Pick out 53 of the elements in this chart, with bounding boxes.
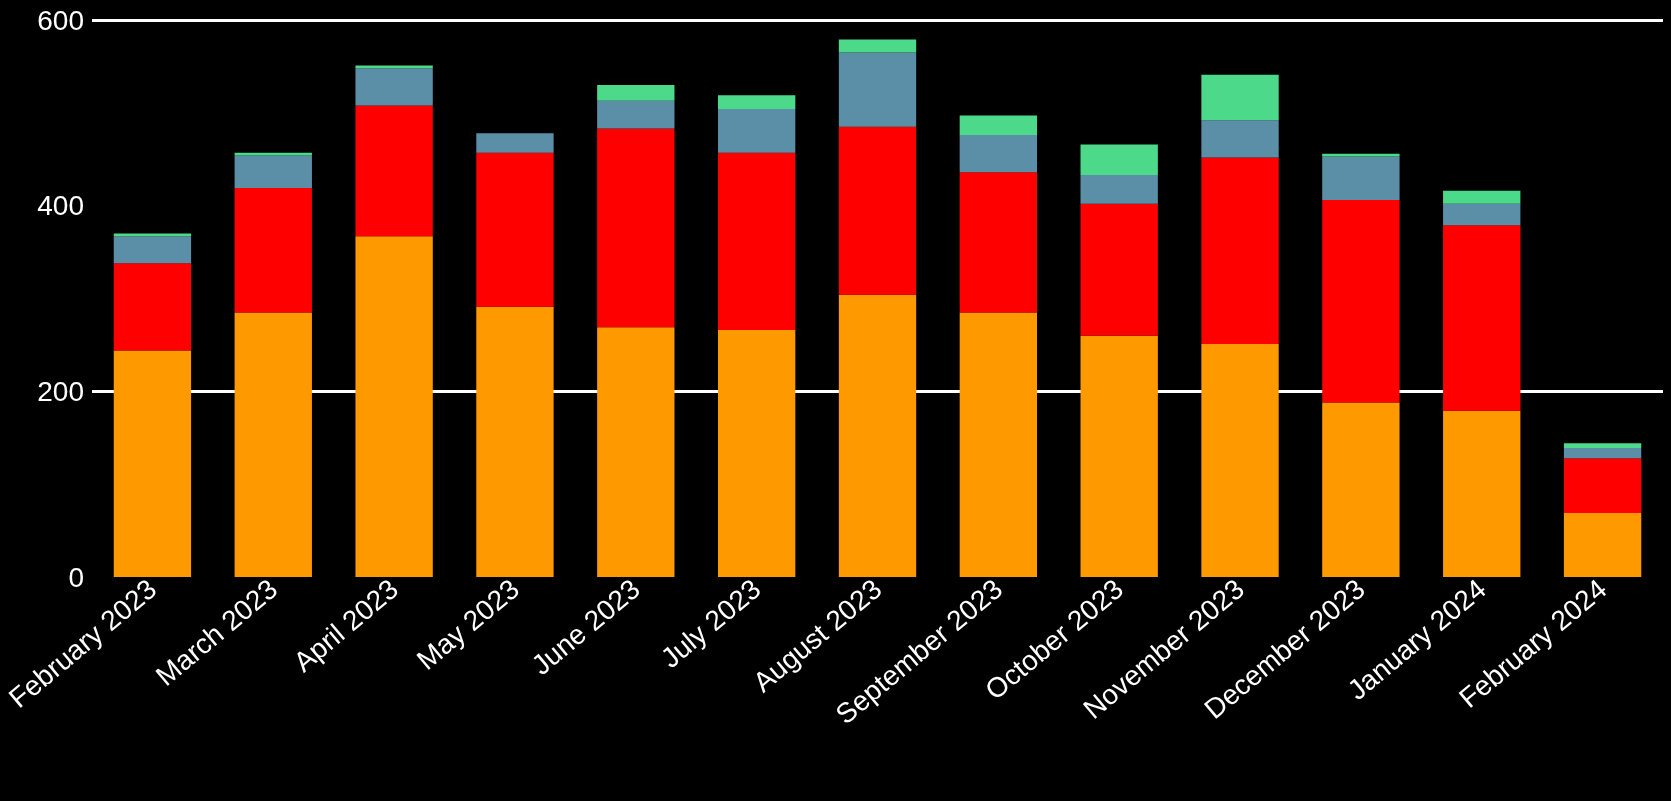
bar [234, 155, 312, 189]
y-tick-label: 400 [37, 190, 84, 222]
bar [838, 294, 917, 577]
bar [1443, 190, 1521, 204]
bar [1563, 443, 1642, 448]
bar [234, 152, 312, 156]
bar [1201, 157, 1279, 344]
bar [476, 306, 554, 577]
bar [838, 39, 917, 53]
bar [1201, 120, 1279, 158]
bar [838, 126, 917, 295]
bar [1080, 203, 1158, 336]
bar [1443, 410, 1521, 577]
bar [1080, 144, 1158, 176]
bar [1322, 402, 1400, 577]
bar [355, 65, 433, 69]
bar [476, 133, 554, 153]
bar [476, 152, 554, 307]
bar [1322, 200, 1400, 403]
bar [1443, 203, 1521, 226]
bar [1201, 74, 1279, 121]
bar [959, 312, 1038, 577]
bar [959, 172, 1038, 313]
bar [597, 327, 675, 577]
bar [597, 84, 675, 101]
bar [717, 109, 796, 153]
bar [355, 68, 433, 106]
bar [113, 263, 192, 351]
bar [597, 128, 675, 328]
bar [355, 236, 433, 577]
bar [1443, 225, 1521, 411]
y-tick-label: 0 [68, 561, 84, 593]
bar [1080, 335, 1158, 577]
bar [1080, 175, 1158, 204]
bar [959, 115, 1038, 136]
bar [717, 95, 796, 110]
bar [1563, 447, 1642, 459]
y-tick-label: 200 [37, 375, 84, 407]
bar [234, 188, 312, 313]
bar [113, 350, 192, 577]
bar [717, 152, 796, 331]
bar [717, 330, 796, 577]
bar [355, 105, 433, 237]
bar [1322, 156, 1400, 201]
bar [838, 52, 917, 127]
bar [1563, 512, 1642, 577]
bar [113, 236, 192, 264]
y-tick-label: 600 [37, 4, 84, 36]
bar [597, 100, 675, 129]
bar [1563, 458, 1642, 513]
bar [959, 135, 1038, 173]
bar [1201, 343, 1279, 577]
bar [234, 312, 312, 577]
